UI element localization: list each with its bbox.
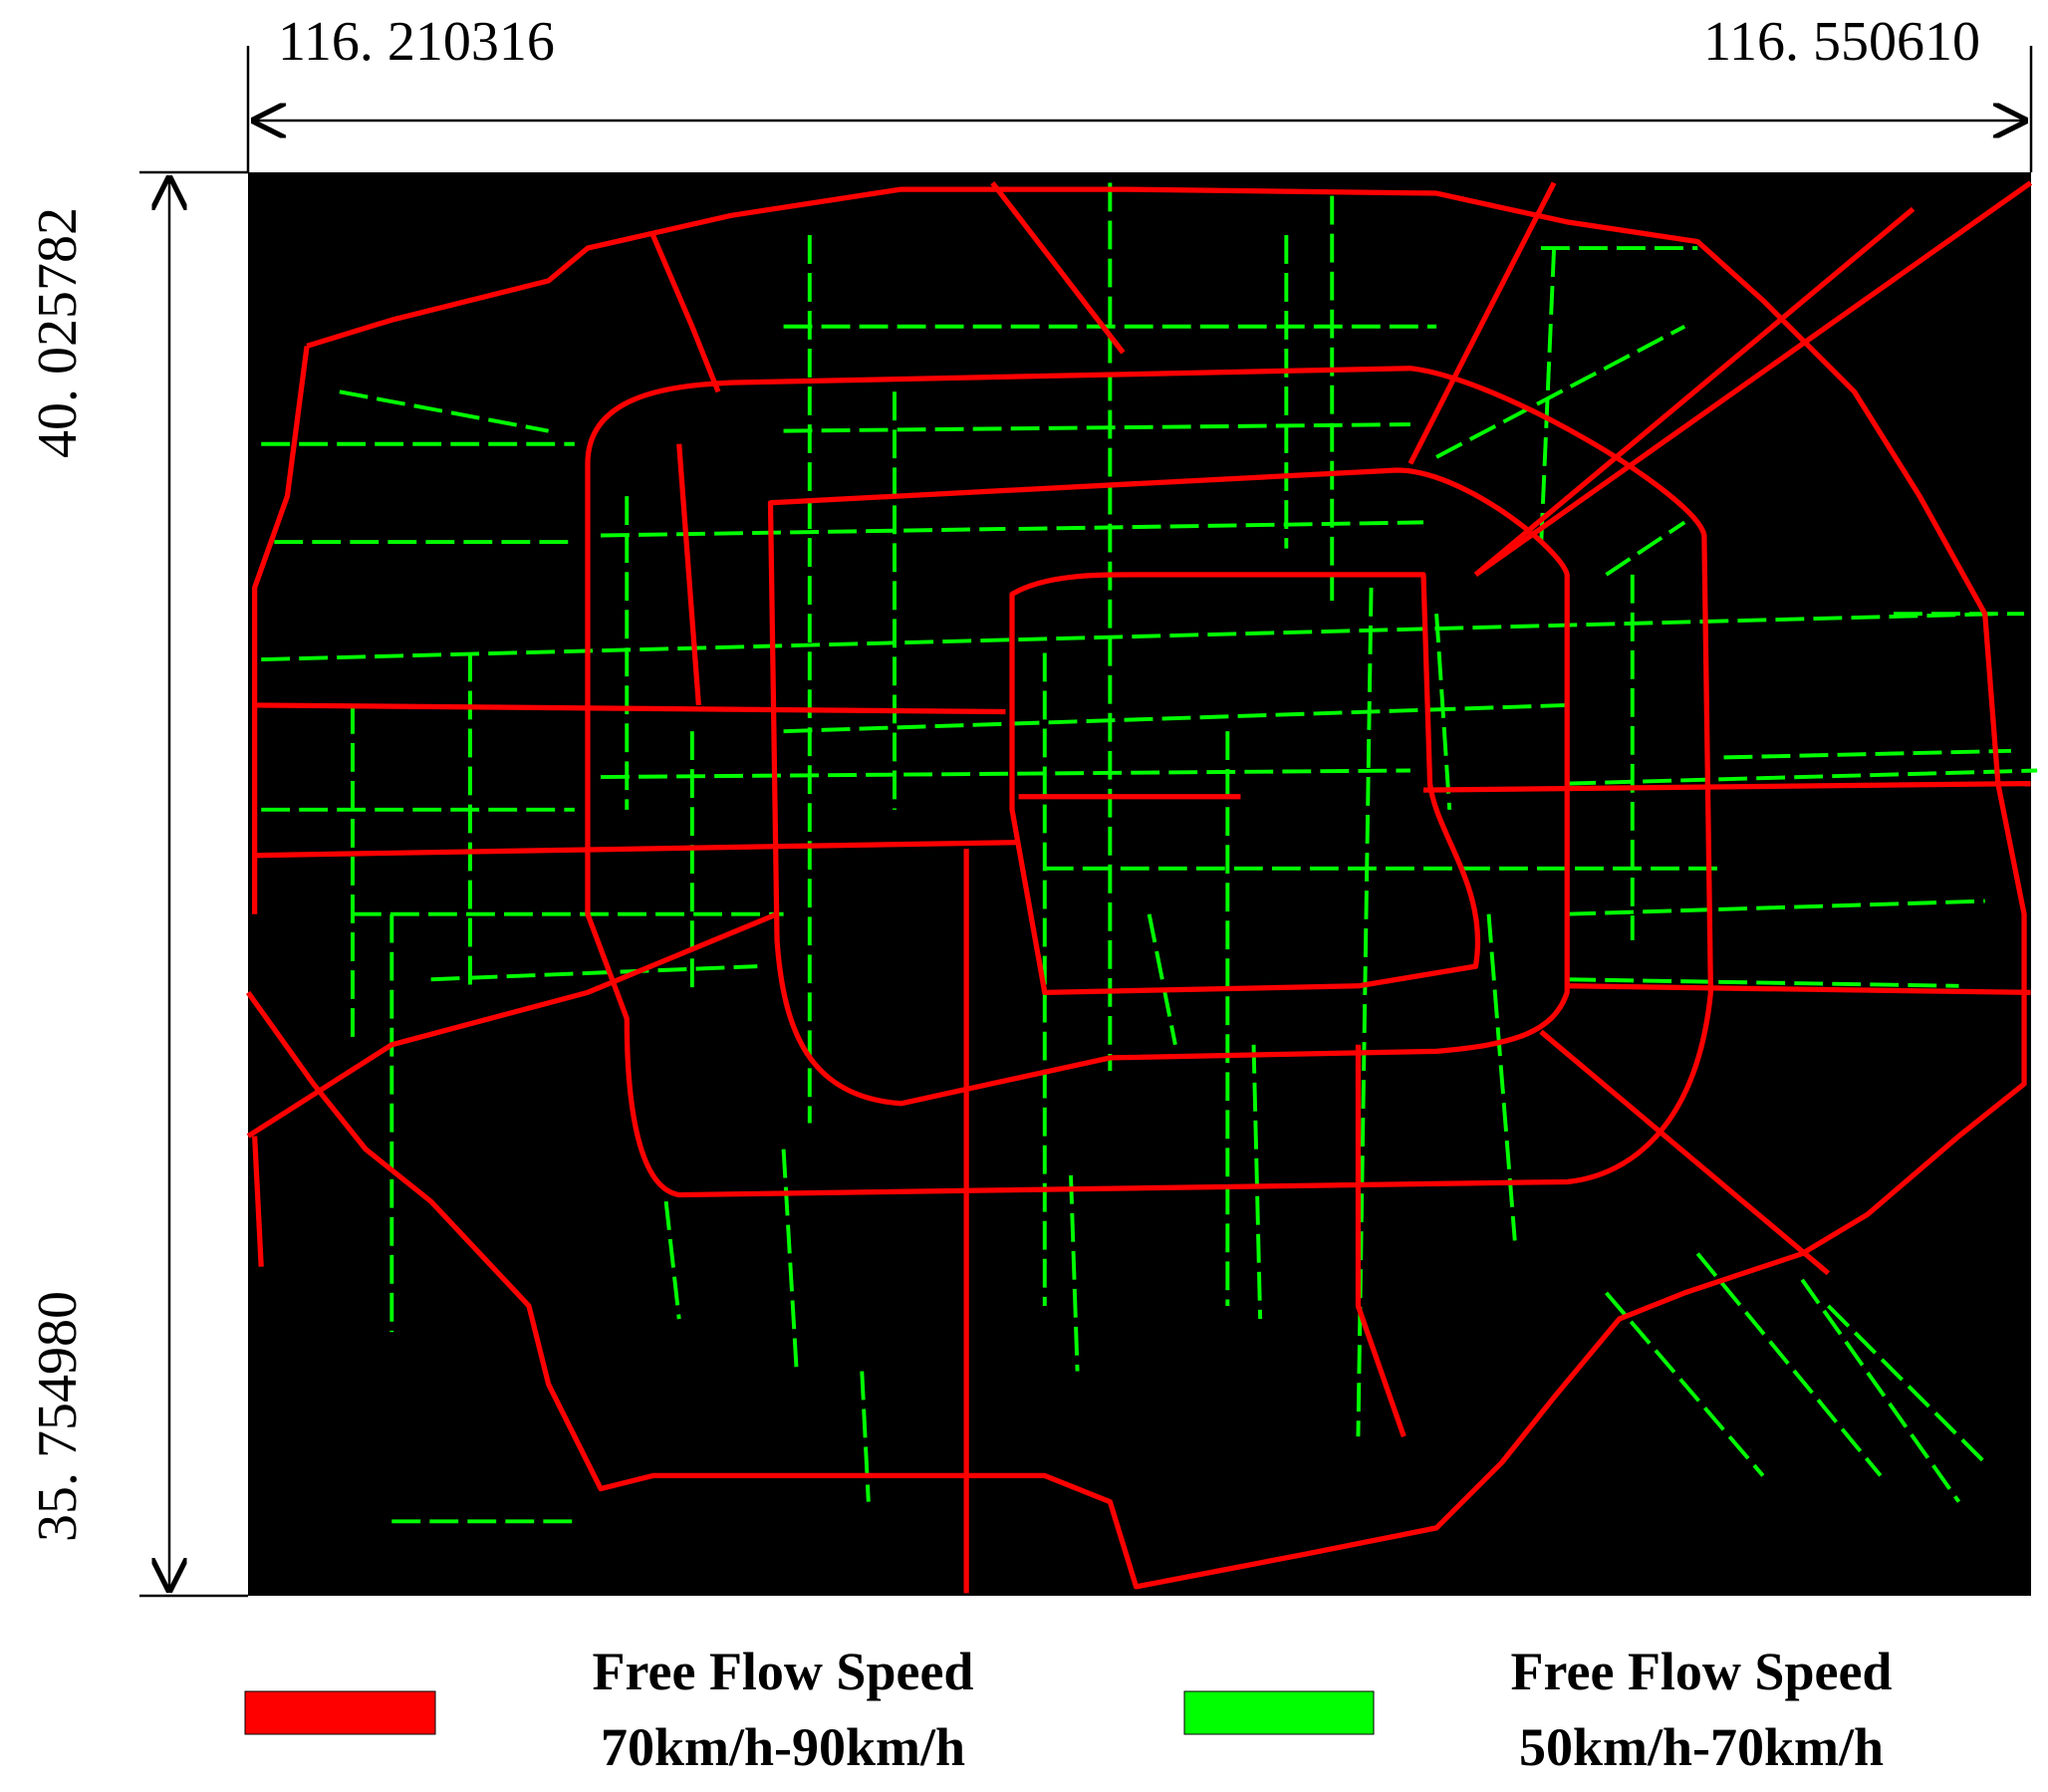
red-roads	[245, 180, 2033, 1594]
legend-label: 70km/h-90km/h	[601, 1717, 965, 1777]
legend-label: Free Flow Speed	[1511, 1642, 1893, 1701]
road-network	[245, 180, 2038, 1594]
longitude-right-label: 116. 550610	[1703, 11, 1980, 73]
longitude-left-label: 116. 210316	[278, 11, 555, 73]
legend-label: Free Flow Speed	[593, 1642, 974, 1701]
latitude-top-label: 40. 025782	[27, 207, 89, 458]
legend-label: 50km/h-70km/h	[1519, 1717, 1884, 1777]
dimension-lines	[139, 46, 2033, 1598]
legend-swatch-green	[1183, 1690, 1375, 1735]
latitude-bottom-label: 35. 754980	[27, 1291, 89, 1542]
map-background	[248, 172, 2031, 1596]
legend-swatch-red	[244, 1690, 436, 1735]
